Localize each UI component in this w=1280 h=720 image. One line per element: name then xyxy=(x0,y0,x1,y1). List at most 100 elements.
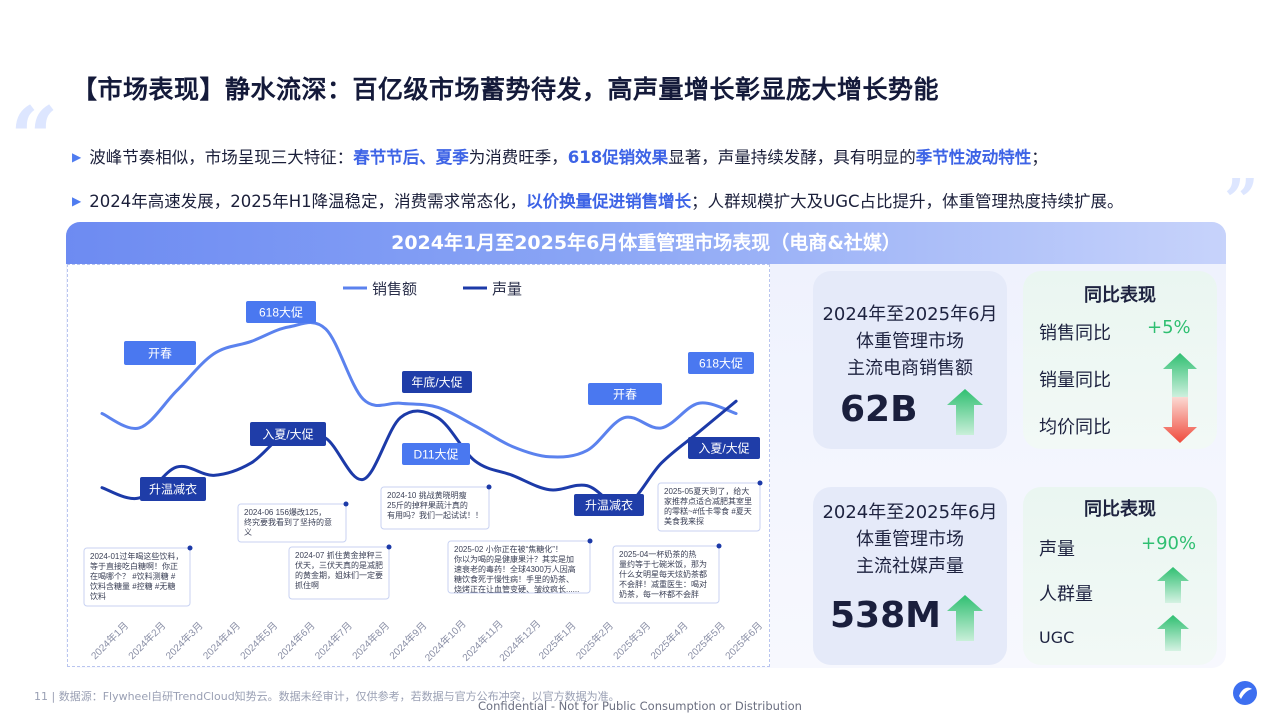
brand-logo-icon xyxy=(1233,681,1257,705)
arrow-up-icon xyxy=(1157,567,1189,603)
note-line: 速衰老的毒药！全球4300万人因高 xyxy=(454,564,576,574)
social-card-line-2: 体重管理市场 xyxy=(856,529,964,550)
social-yoy-card: 同比表现 声量 +90% 人群量 UGC xyxy=(1023,487,1217,665)
x-tick-label: 2025年5月 xyxy=(685,619,728,662)
event-tag: 开春 xyxy=(588,383,662,405)
x-tick-label: 2024年12月 xyxy=(496,617,543,664)
event-tag-bg xyxy=(402,443,470,465)
bullet-1-text-2: 为消费旺季， xyxy=(468,148,568,167)
event-tag-bg xyxy=(402,371,472,393)
note-dot xyxy=(187,545,193,551)
bullet-2: ▶ 2024年高速发展，2025年H1降温稳定，消费需求常态化，以价换量促进销售增… xyxy=(72,188,1124,212)
note-line: 奶茶，每一杯都不会胖 xyxy=(619,589,699,599)
confidential-notice: Confidential - Not for Public Consumptio… xyxy=(478,699,802,713)
note-line: 你以为喝的是健康果汁？其实是加 xyxy=(454,554,574,564)
ecommerce-card: 2024年至2025年6月 体重管理市场 主流电商销售额 62B xyxy=(813,271,1007,449)
legend-label-1: 声量 xyxy=(492,280,522,298)
trend-chart-svg: 销售额 声量 2024年1月2024年2月2024年3月2024年4月2024年5月… xyxy=(83,280,765,664)
social-volume-value: 538M xyxy=(830,595,941,636)
social-yoy-title: 同比表现 xyxy=(1084,499,1156,520)
ecommerce-yoy-title: 同比表现 xyxy=(1084,285,1156,306)
note-line: 义 xyxy=(244,528,252,537)
note-line: 2024-01过年喝这些饮料， xyxy=(90,551,183,561)
event-tag: 升温减衣 xyxy=(574,494,644,516)
event-tag: 开春 xyxy=(124,341,196,365)
event-tag-bg xyxy=(688,352,754,374)
note-line: 什么女明星每天炫奶茶都 xyxy=(619,569,707,579)
note-line: 2024-10 挑战黄晓明瘦 xyxy=(387,490,467,500)
note-line: 2024-06 156爆改125， xyxy=(244,507,326,517)
event-tag-bg xyxy=(688,437,760,459)
event-tag: 入夏/大促 xyxy=(688,437,760,459)
note-box xyxy=(288,546,390,600)
bullet-1-highlight-3: 季节性波动特性 xyxy=(915,148,1032,167)
event-tag: 升温减衣 xyxy=(140,477,206,501)
event-tag: 618大促 xyxy=(688,352,754,374)
x-tick-label: 2025年3月 xyxy=(610,619,653,662)
note-line: 饮料含糖量 #控糖 #无糖 xyxy=(90,581,175,591)
social-post-note: 2025-04一杯奶茶的热量约等于七碗米饭，那为什么女明星每天炫奶茶都不会胖！减… xyxy=(612,543,722,604)
event-tag-label: 入夏/大促 xyxy=(262,428,313,442)
x-tick-label: 2025年6月 xyxy=(722,619,765,662)
event-tag-bg xyxy=(246,301,316,323)
ugc-yoy-label: UGC xyxy=(1039,628,1075,647)
volume-yoy-label: 销量同比 xyxy=(1039,370,1111,391)
event-tag-label: 618大促 xyxy=(699,357,743,371)
note-line: 饮料 xyxy=(90,591,106,601)
note-dot xyxy=(757,480,763,486)
note-line: 2025-05夏天到了，给大 xyxy=(664,486,749,496)
arrow-up-icon xyxy=(1157,615,1189,651)
note-box xyxy=(237,503,347,543)
bullet-1-text-1: 波峰节奏相似，市场呈现三大特征： xyxy=(89,148,354,167)
footer-source: 11 | 数据源：Flywheel自研TrendCloud知势云。数据未经审计，… xyxy=(34,690,620,703)
note-line: 抓住啊 xyxy=(295,580,319,590)
x-tick-label: 2024年8月 xyxy=(349,619,392,662)
social-card: 2024年至2025年6月 体重管理市场 主流社媒声量 538M xyxy=(813,487,1007,665)
note-dot xyxy=(587,538,593,544)
x-tick-label: 2025年4月 xyxy=(648,619,691,662)
ecommerce-card-line-1: 2024年至2025年6月 xyxy=(822,304,998,325)
event-tag: D11大促 xyxy=(402,443,470,465)
bullet-1-text-4: ； xyxy=(1031,148,1048,167)
event-tag-bg xyxy=(124,341,196,365)
x-tick-label: 2024年3月 xyxy=(163,619,206,662)
ecommerce-yoy-card: 同比表现 销售同比 +5% 销量同比 均价同比 xyxy=(1023,271,1217,449)
close-quote-icon: ” xyxy=(1224,167,1259,237)
note-line: 美食我来探 xyxy=(664,516,704,526)
event-tag-label: 升温减衣 xyxy=(149,482,197,497)
note-dot xyxy=(386,544,392,550)
note-dot xyxy=(343,501,349,507)
bullet-2-highlight-1: 以价换量促进销售增长 xyxy=(526,192,692,211)
event-tag-label: 618大促 xyxy=(259,306,303,320)
x-tick-label: 2024年5月 xyxy=(237,619,280,662)
note-line: 量约等于七碗米饭，那为 xyxy=(619,559,707,569)
note-line: 不会胖！减重医生：喝对 xyxy=(619,579,707,589)
arrow-up-icon xyxy=(947,389,983,435)
event-tag-label: 年底/大促 xyxy=(411,375,462,390)
event-tag-label: 开春 xyxy=(148,347,172,361)
note-line: 的黄金期，姐妹们一定要 xyxy=(295,570,383,580)
trend-chart: 销售额 声量 2024年1月 2024年2月 2024年3月 2024年4月 2024年5月… xyxy=(67,264,770,667)
bullet-triangle-icon: ▶ xyxy=(72,150,82,164)
event-tag-bg xyxy=(588,383,662,405)
ecommerce-sales-value: 62B xyxy=(840,389,918,430)
note-line: 2025-02 小你正在被“焦糖化”！ xyxy=(454,544,563,554)
bullet-2-text-1: 2024年高速发展，2025年H1降温稳定，消费需求常态化， xyxy=(89,192,527,211)
note-line: 终究要我看到了坚持的意 xyxy=(244,517,332,527)
bullet-triangle-icon: ▶ xyxy=(72,194,82,208)
arrow-up-icon xyxy=(947,595,983,641)
note-line: 糖饮食死于慢性病！手里的奶茶、 xyxy=(454,574,574,584)
note-box xyxy=(83,547,191,607)
sales-yoy-value: +5% xyxy=(1147,317,1191,338)
arrow-up-icon xyxy=(1163,353,1197,399)
social-post-note: 2025-02 小你正在被“焦糖化”！你以为喝的是健康果汁？其实是加速衰老的毒药… xyxy=(447,538,593,594)
event-tag-label: 入夏/大促 xyxy=(698,442,749,456)
bullet-2-text-2: ；人群规模扩大及UGC占比提升，体重管理热度持续扩展。 xyxy=(691,192,1124,211)
event-tag: 618大促 xyxy=(246,301,316,323)
x-tick-label: 2024年1月 xyxy=(88,619,131,662)
x-tick-label: 2024年6月 xyxy=(275,619,318,662)
note-line: 有用吗？我们一起试试！！ xyxy=(387,510,483,520)
